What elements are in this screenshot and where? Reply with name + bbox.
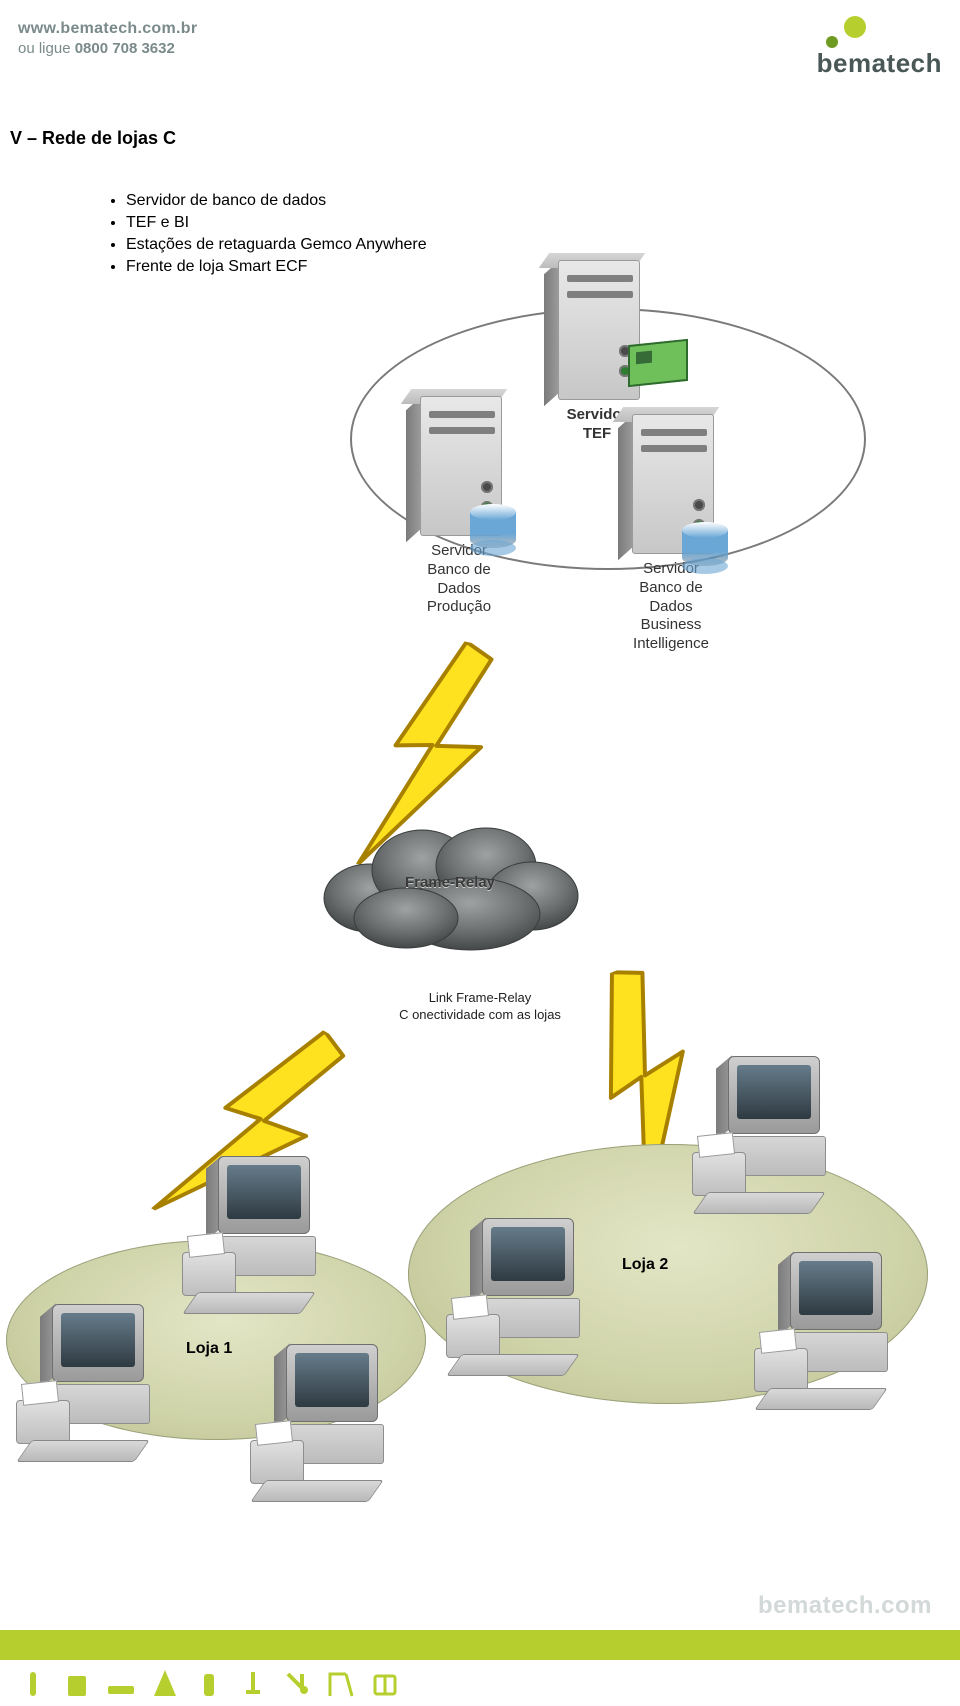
- server-caption: Servidor Banco de Dados Business Intelli…: [616, 560, 726, 654]
- footer-icon: [238, 1668, 268, 1700]
- pos-terminal-icon: [432, 1218, 602, 1388]
- cloud-label: Frame-Relay: [310, 874, 590, 891]
- section-title: V – Rede de lojas C: [10, 128, 176, 149]
- header-url: www.bematech.com.br: [18, 20, 197, 38]
- brand-dot-large: [844, 16, 866, 38]
- brand-logo: bematech: [732, 20, 942, 86]
- header-phone: ou ligue 0800 708 3632: [18, 40, 197, 57]
- bullet-item: Frente de loja Smart ECF: [126, 258, 427, 276]
- store-label: Loja 1: [186, 1340, 232, 1358]
- pos-terminal-icon: [678, 1056, 848, 1226]
- footer-icon: [18, 1668, 48, 1700]
- bullet-item: TEF e BI: [126, 214, 427, 232]
- phone-number: 0800 708 3632: [75, 40, 175, 57]
- footer-icon: [282, 1668, 312, 1700]
- footer-icon: [326, 1668, 356, 1700]
- footer-icon: [106, 1668, 136, 1700]
- footer-brand: bematech.com: [758, 1592, 932, 1620]
- store-label: Loja 2: [622, 1256, 668, 1274]
- footer-icon: [150, 1668, 180, 1700]
- pos-terminal-icon: [2, 1304, 172, 1474]
- footer-icon: [62, 1668, 92, 1700]
- database-icon: [470, 504, 516, 556]
- footer-icons: [18, 1664, 400, 1700]
- tef-card-icon: [628, 339, 688, 387]
- header-left: www.bematech.com.br ou ligue 0800 708 36…: [18, 20, 197, 57]
- bullet-item: Estações de retaguarda Gemco Anywhere: [126, 236, 427, 254]
- cloud-frame-relay: Frame-Relay: [310, 810, 590, 960]
- bullet-list: Servidor de banco de dados TEF e BI Esta…: [86, 188, 427, 280]
- page: www.bematech.com.br ou ligue 0800 708 36…: [0, 0, 960, 1706]
- server-bi: Servidor Banco de Dados Business Intelli…: [616, 414, 726, 654]
- page-footer: bematech.com: [0, 1594, 960, 1706]
- pos-terminal-icon: [168, 1156, 338, 1326]
- phone-prefix: ou ligue: [18, 40, 75, 57]
- brand-name: bematech: [817, 48, 942, 79]
- database-icon: [682, 522, 728, 574]
- pos-terminal-icon: [236, 1344, 406, 1514]
- brand-dot-small: [826, 36, 838, 48]
- link-caption: Link Frame-Relay C onectividade com as l…: [370, 990, 590, 1024]
- footer-icon: [370, 1668, 400, 1700]
- server-producao: Servidor Banco de Dados Produção: [404, 396, 514, 617]
- network-diagram: Servidor TEF Servidor Banco de Dados: [0, 300, 960, 1560]
- bullet-item: Servidor de banco de dados: [126, 192, 427, 210]
- page-header: www.bematech.com.br ou ligue 0800 708 36…: [18, 20, 942, 90]
- footer-bar: [0, 1630, 960, 1660]
- pos-terminal-icon: [740, 1252, 910, 1422]
- footer-icon: [194, 1668, 224, 1700]
